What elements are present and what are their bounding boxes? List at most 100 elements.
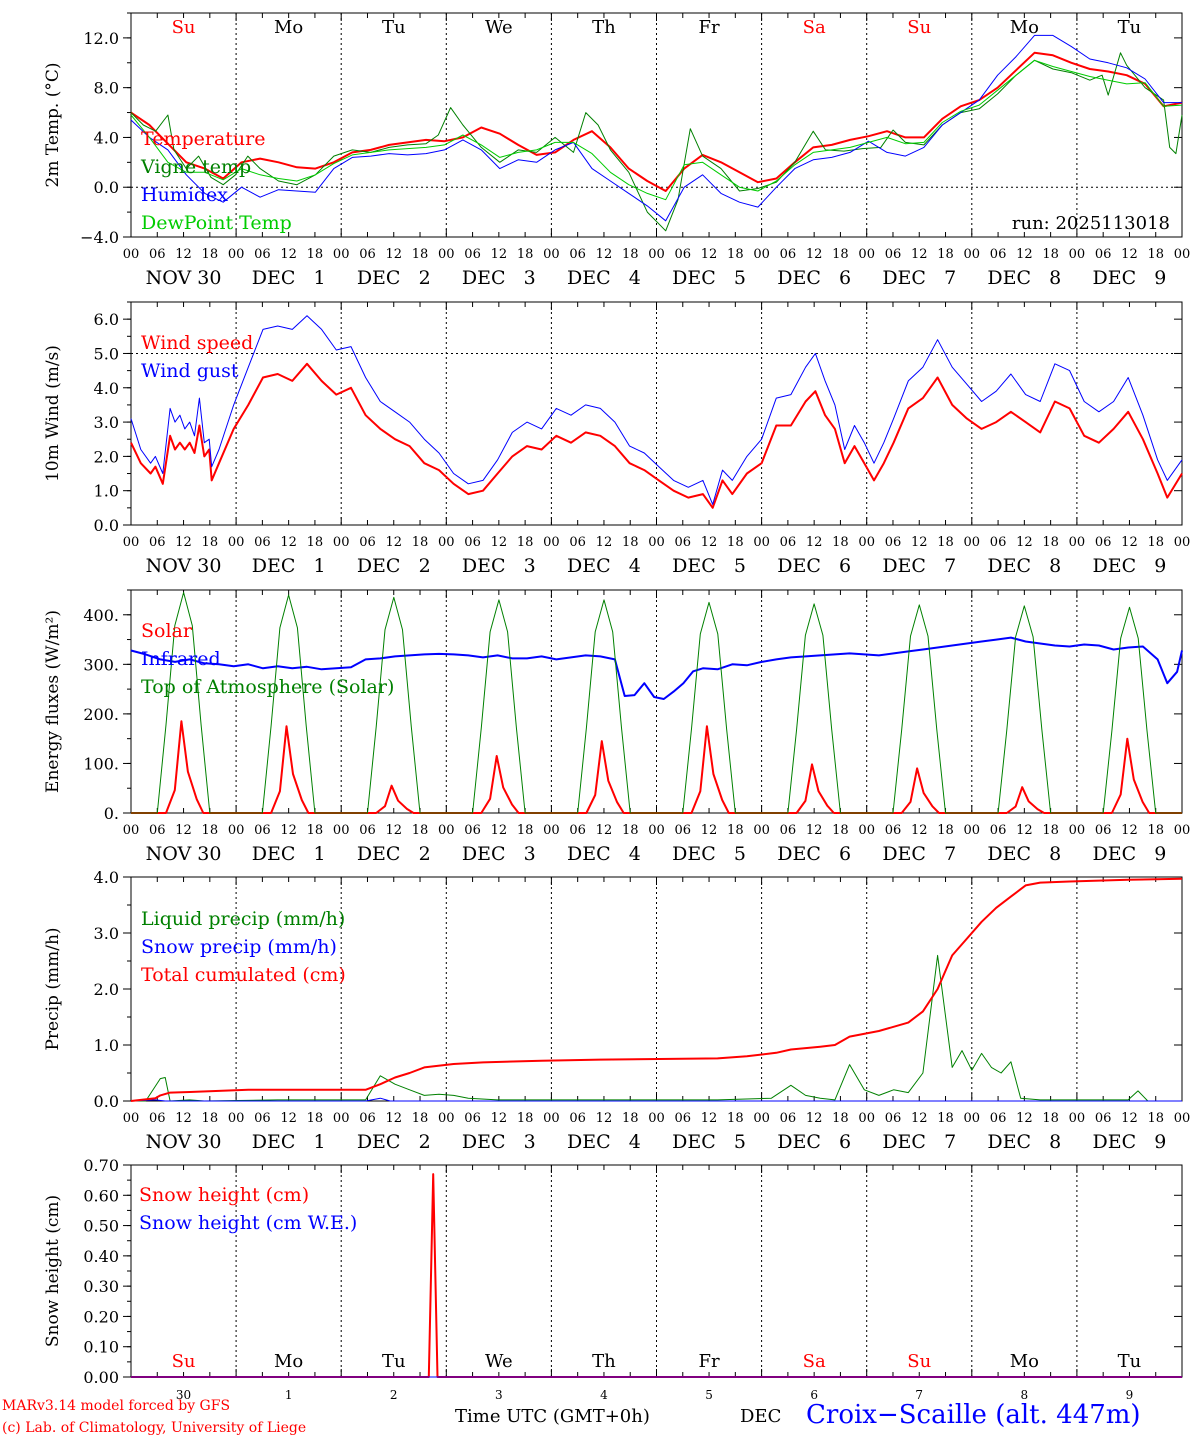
hour-tick-label: 18 xyxy=(412,823,429,838)
legend-entry: Wind speed xyxy=(141,332,253,354)
hour-tick-label: 06 xyxy=(464,1111,481,1126)
hour-tick-label: 18 xyxy=(1147,247,1164,262)
hour-tick-label: 06 xyxy=(990,823,1007,838)
y-tick-label: 6.0 xyxy=(94,310,119,329)
y-tick-label: 0.10 xyxy=(83,1338,119,1357)
date-label: DEC 7 xyxy=(882,1131,956,1153)
hour-tick-label: 12 xyxy=(491,1111,508,1126)
hour-tick-label: 12 xyxy=(701,247,718,262)
series-line-temperature xyxy=(130,51,1183,192)
weekday-label: Tu xyxy=(1118,1351,1142,1372)
hour-tick-label: 00 xyxy=(333,247,350,262)
hour-tick-label: 06 xyxy=(359,247,376,262)
hour-tick-label: 18 xyxy=(727,535,744,550)
hour-tick-label: 06 xyxy=(780,1111,797,1126)
hour-tick-label: 06 xyxy=(885,1111,902,1126)
hour-tick-label: 18 xyxy=(307,535,324,550)
date-label: DEC 6 xyxy=(777,1131,851,1153)
hour-tick-label: 18 xyxy=(1042,823,1059,838)
y-tick-label: 12.0 xyxy=(83,29,119,48)
hour-tick-label: 06 xyxy=(569,823,586,838)
hour-tick-label: 18 xyxy=(1042,535,1059,550)
hour-tick-label: 12 xyxy=(175,247,192,262)
hour-tick-label: 00 xyxy=(543,247,560,262)
hour-tick-label: 18 xyxy=(1147,823,1164,838)
date-label: DEC 2 xyxy=(357,1131,431,1153)
series-line-liquid-precip-mm-h- xyxy=(131,954,1182,1102)
hour-tick-label: 06 xyxy=(359,1111,376,1126)
hour-tick-label: 00 xyxy=(543,823,560,838)
hour-tick-label: 18 xyxy=(727,247,744,262)
hour-tick-label: 06 xyxy=(1095,823,1112,838)
hour-tick-label: 00 xyxy=(964,247,981,262)
hour-tick-label: 18 xyxy=(622,247,639,262)
date-label: DEC 4 xyxy=(567,843,641,865)
date-label: DEC 1 xyxy=(252,1131,326,1153)
date-label: DEC 4 xyxy=(567,555,641,577)
hour-tick-label: 00 xyxy=(858,1111,875,1126)
hour-tick-label: 12 xyxy=(596,823,613,838)
weekday-label: Mo xyxy=(274,1351,303,1372)
hour-tick-label: 12 xyxy=(806,535,823,550)
hour-tick-label: 12 xyxy=(385,823,402,838)
hour-tick-label: 00 xyxy=(228,247,245,262)
y-tick-label: 0. xyxy=(104,804,119,823)
weekday-label: We xyxy=(485,17,513,38)
y-tick-label: 0.0 xyxy=(94,516,119,535)
hour-tick-label: 12 xyxy=(385,1111,402,1126)
hour-tick-label: 00 xyxy=(858,535,875,550)
weekday-label: Tu xyxy=(382,1351,406,1372)
hour-tick-label: 12 xyxy=(701,535,718,550)
hour-tick-label: 00 xyxy=(648,1111,665,1126)
hour-tick-label: 00 xyxy=(858,823,875,838)
footer: MARv3.14 model forced by GFS (c) Lab. of… xyxy=(0,1398,1194,1440)
hour-tick-label: 00 xyxy=(1174,1111,1191,1126)
y-tick-label: 1.0 xyxy=(94,482,119,501)
weekday-label: Mo xyxy=(1010,1351,1039,1372)
hour-tick-label: 12 xyxy=(1016,1111,1033,1126)
hour-tick-label: 06 xyxy=(990,247,1007,262)
series-line-top-of-atmosphere-solar- xyxy=(131,592,1182,814)
hour-tick-label: 18 xyxy=(937,1111,954,1126)
hour-tick-label: 06 xyxy=(990,1111,1007,1126)
hour-tick-label: 00 xyxy=(1174,823,1191,838)
day-number-label: 9 xyxy=(1126,1388,1134,1402)
credit-line-2: (c) Lab. of Climatology, University of L… xyxy=(2,1420,307,1436)
hour-tick-label: 12 xyxy=(491,823,508,838)
hour-tick-label: 06 xyxy=(359,823,376,838)
hour-tick-label: 00 xyxy=(333,1111,350,1126)
date-label: DEC 3 xyxy=(462,267,536,289)
day-number-label: 30 xyxy=(176,1388,191,1402)
weekday-label: Su xyxy=(907,17,931,38)
hour-tick-label: 00 xyxy=(438,823,455,838)
hour-tick-label: 06 xyxy=(149,535,166,550)
hour-tick-label: 00 xyxy=(753,1111,770,1126)
day-number-label: 7 xyxy=(915,1388,923,1402)
hour-tick-label: 12 xyxy=(596,1111,613,1126)
hour-tick-label: 06 xyxy=(675,823,692,838)
weekday-label: Su xyxy=(907,1351,931,1372)
hour-tick-label: 12 xyxy=(1121,535,1138,550)
hour-tick-label: 00 xyxy=(753,247,770,262)
hour-tick-label: 06 xyxy=(885,247,902,262)
hour-tick-label: 00 xyxy=(648,535,665,550)
hour-tick-label: 12 xyxy=(491,535,508,550)
hour-tick-label: 18 xyxy=(1042,1111,1059,1126)
weekday-label: Sa xyxy=(803,17,826,38)
legend-entry: Snow height (cm W.E.) xyxy=(139,1212,357,1234)
hour-tick-label: 12 xyxy=(596,535,613,550)
y-tick-label: 400. xyxy=(83,606,119,625)
hour-tick-label: 00 xyxy=(543,1111,560,1126)
legend-entry: Snow height (cm) xyxy=(139,1184,309,1206)
hour-tick-label: 06 xyxy=(149,823,166,838)
date-label: DEC 8 xyxy=(987,555,1061,577)
hour-tick-label: 00 xyxy=(1069,1111,1086,1126)
hour-tick-label: 06 xyxy=(780,535,797,550)
weekday-label: Fr xyxy=(699,1351,720,1372)
hour-tick-label: 18 xyxy=(412,247,429,262)
hour-tick-label: 12 xyxy=(1016,247,1033,262)
hour-tick-label: 00 xyxy=(964,1111,981,1126)
hour-tick-label: 18 xyxy=(1042,247,1059,262)
series-line-snow-precip-mm-h- xyxy=(130,1097,1182,1102)
